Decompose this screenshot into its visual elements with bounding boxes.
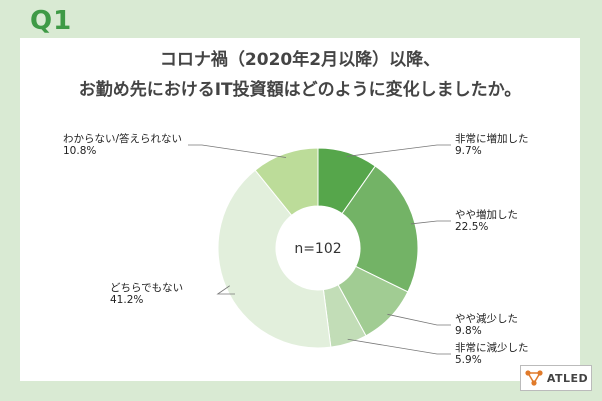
slice-name: やや増加した [455,209,518,221]
slice-value: 9.7% [455,145,482,157]
slice-label-3: やや減少した 9.8% [455,313,518,337]
atled-logo: ATLED [520,365,592,391]
slice-name: わからない/答えられない [63,133,183,145]
chart-title-line2: お勤め先におけるIT投資額はどのように変化しましたか。 [78,80,522,100]
slice-value: 5.9% [455,354,482,366]
slice-value: 22.5% [455,221,489,233]
slice-value: 9.8% [455,325,482,337]
leader-line-6 [188,144,287,158]
sample-size-label: n=102 [294,241,341,257]
donut-slices [217,147,419,349]
network-nodes-icon [525,370,543,386]
leader-line-5 [216,285,235,295]
slice-label-1: 非常に増加した 9.7% [455,133,529,157]
slice-name: どちらでもない [110,282,184,294]
donut-hole [276,206,360,290]
slice-label-4: 非常に減少した 5.9% [455,342,529,366]
slice-label-5: どちらでもない 41.2% [110,282,183,306]
slice-label-6: わからない/答えられない 10.8% [63,133,182,157]
question-label: Q1 [30,6,73,36]
leader-line-3 [387,313,451,326]
logo-text: ATLED [546,371,589,385]
chart-title-line1: コロナ禍（2020年2月以降）以降、 [159,50,441,70]
slice-name: 非常に増加した [455,133,529,145]
leader-line-4 [347,338,451,355]
leader-line-1 [346,144,451,157]
label-leader-lines [188,144,451,355]
slice-name: やや減少した [455,313,518,325]
slice-value: 10.8% [63,145,97,157]
slice-name: 非常に減少した [455,342,529,354]
leader-line-2 [410,220,451,225]
slice-label-2: やや増加した 22.5% [455,209,518,233]
slice-value: 41.2% [110,294,144,306]
